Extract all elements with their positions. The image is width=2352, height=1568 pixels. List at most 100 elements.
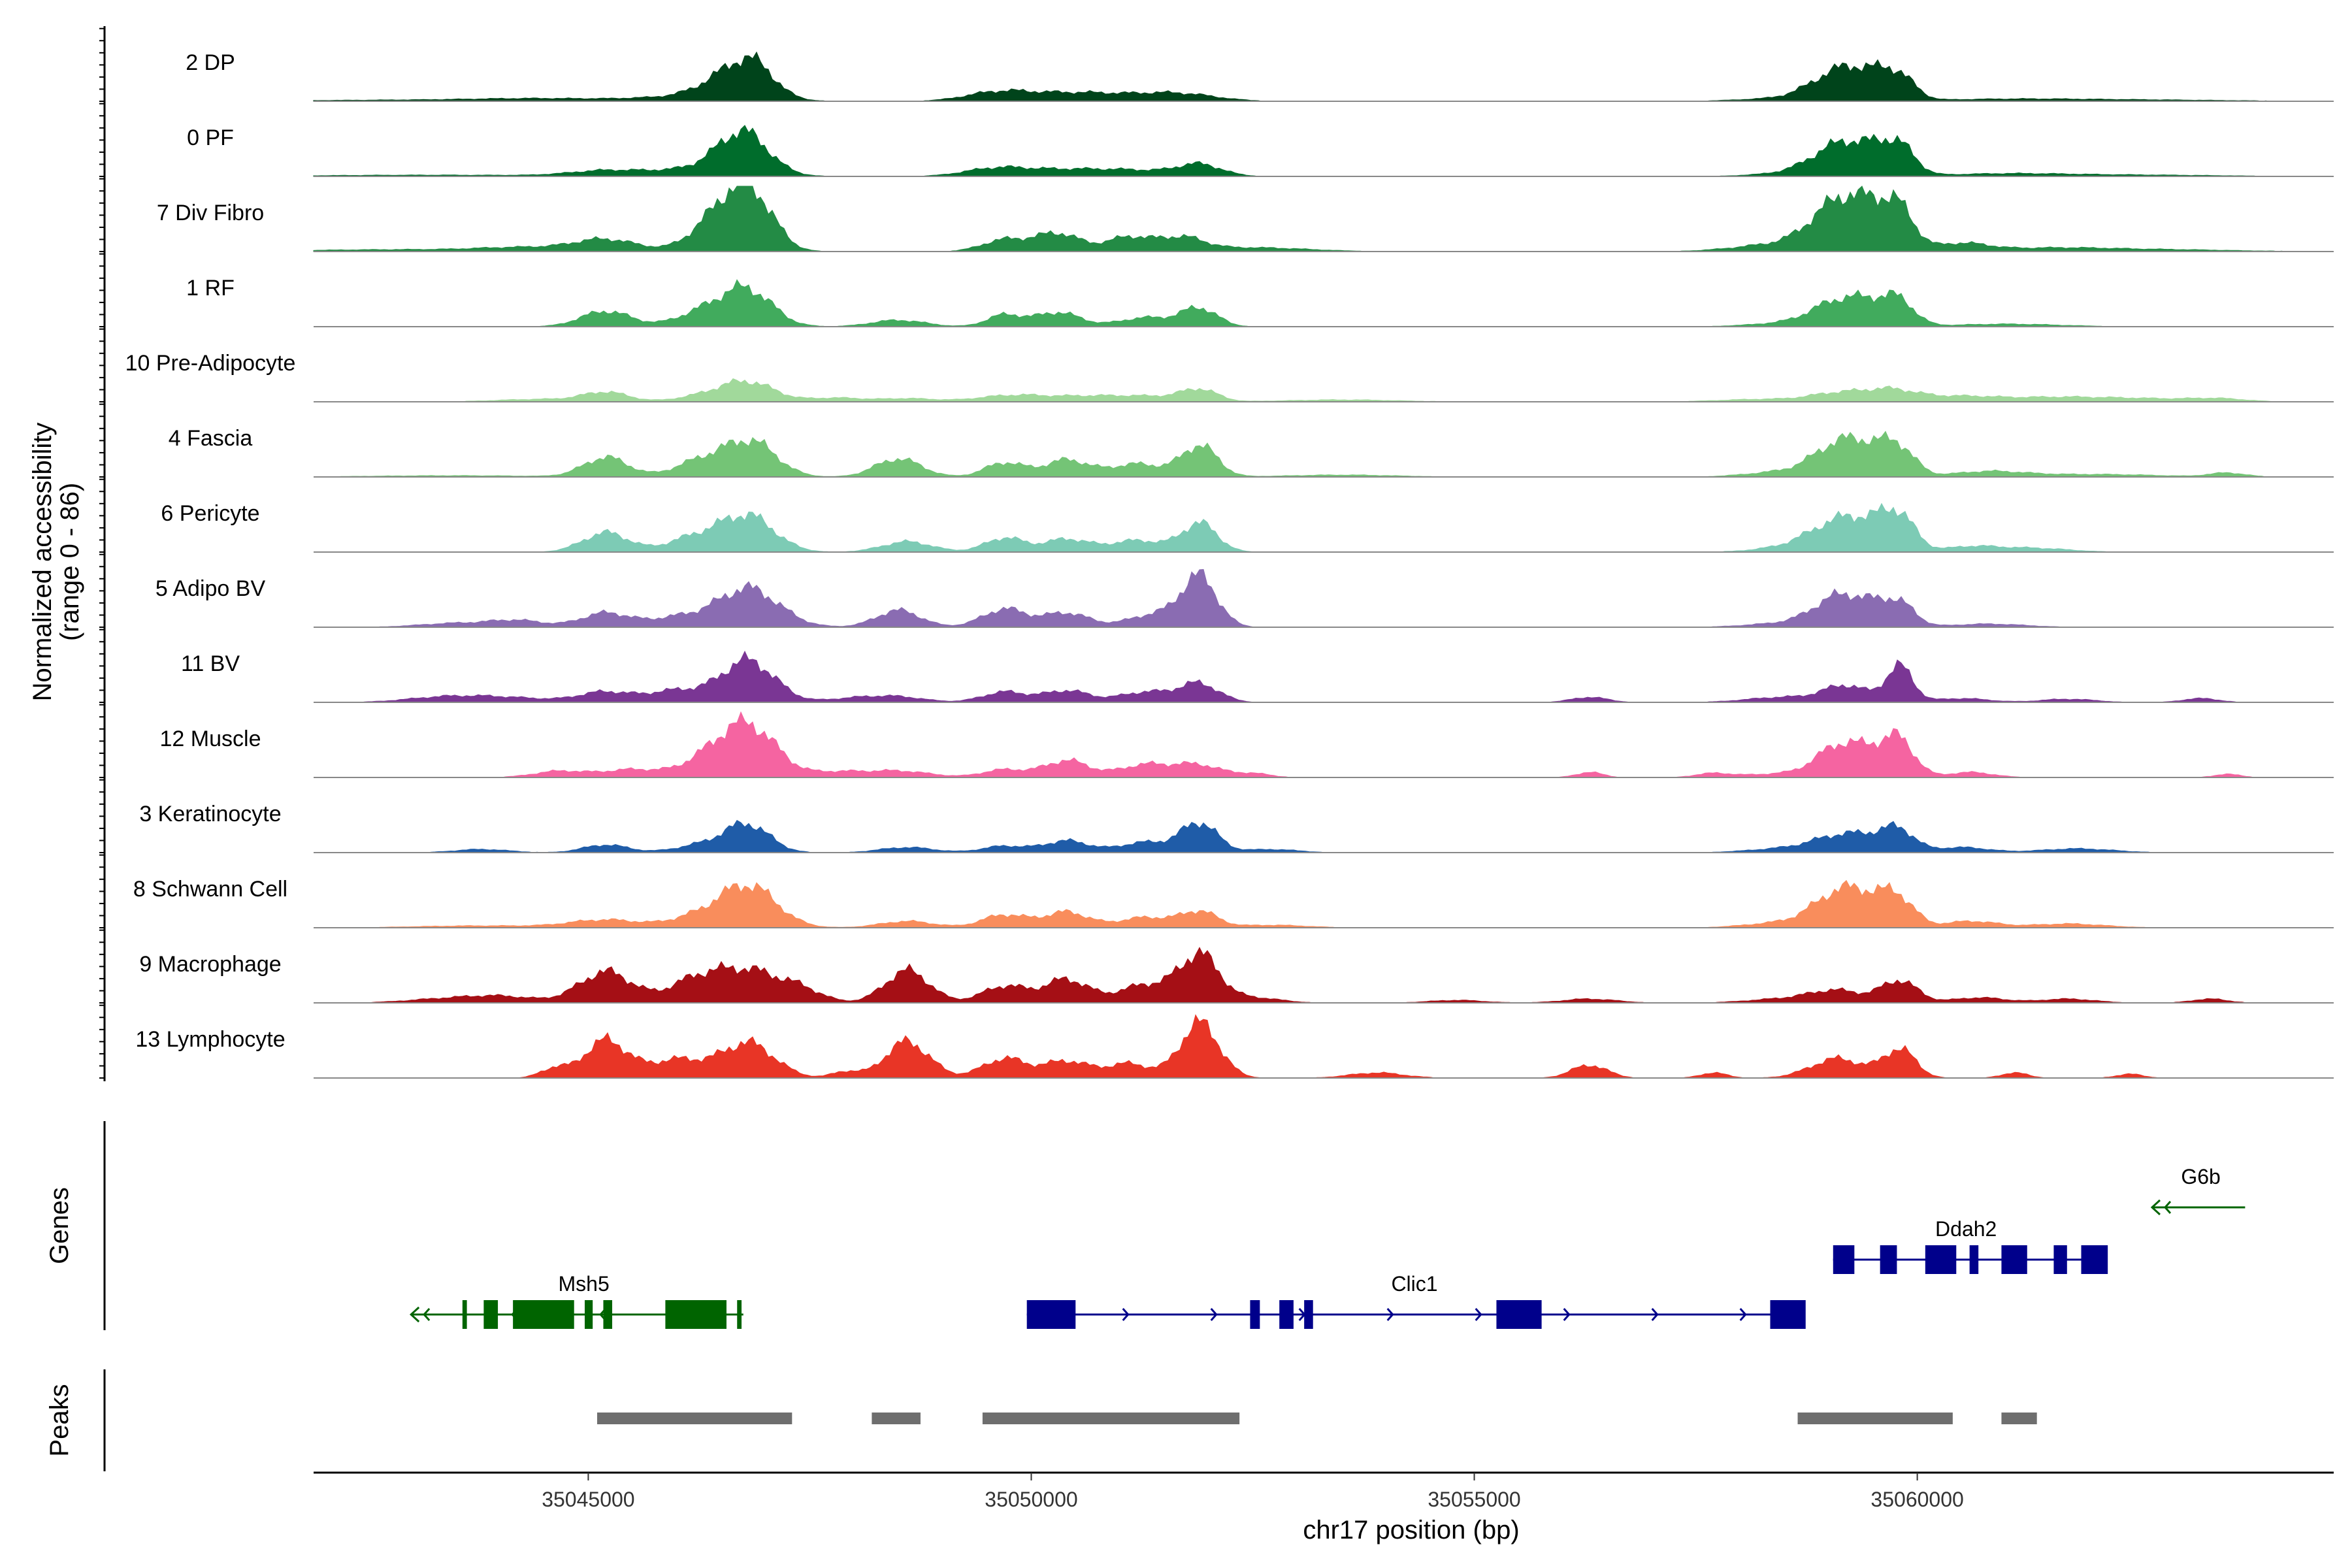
peak-region (2001, 1413, 2037, 1424)
strand-arrow (423, 1308, 431, 1321)
coverage-track: 5 Adipo BV (155, 568, 2334, 628)
coverage-track-ticks (99, 328, 105, 402)
strand-arrow (1386, 1308, 1394, 1321)
y-axis-title-line1: Normalized accessibility (28, 423, 57, 702)
track-label: 13 Lymphocyte (135, 1027, 285, 1052)
exon (1925, 1245, 1957, 1274)
exon (1026, 1300, 1076, 1329)
strand-arrow (1122, 1308, 1130, 1321)
coverage-track: 8 Schwann Cell (133, 877, 2334, 928)
exon (2053, 1245, 2067, 1274)
gene-label: Ddah2 (1935, 1217, 1997, 1241)
strand-arrow (1475, 1308, 1482, 1321)
peak-region (982, 1413, 1240, 1424)
coverage-track-ticks (99, 403, 105, 478)
coverage-area (314, 431, 2334, 478)
coverage-track-ticks (99, 478, 105, 553)
peak-region (1797, 1413, 1953, 1424)
coverage-track: 1 RF (186, 276, 2334, 327)
coverage-track-ticks (99, 553, 105, 628)
x-tick-label: 35045000 (542, 1488, 634, 1511)
exon (1770, 1300, 1806, 1329)
track-label: 10 Pre-Adipocyte (125, 351, 296, 376)
exon (1496, 1300, 1542, 1329)
exon (1304, 1300, 1313, 1329)
coverage-track: 7 Div Fibro (157, 186, 2334, 252)
peak-region (872, 1413, 921, 1424)
y-axis-title-line2: (range 0 - 86) (56, 483, 84, 641)
coverage-track: 6 Pericyte (161, 501, 2334, 553)
coverage-track: 9 Macrophage (139, 947, 2334, 1004)
track-label: 11 BV (181, 651, 240, 676)
exon (1250, 1300, 1260, 1329)
coverage-track: 13 Lymphocyte (135, 1014, 2334, 1079)
exon (584, 1300, 593, 1329)
coverage-area (314, 378, 2334, 402)
x-tick-label: 35055000 (1428, 1488, 1520, 1511)
exon (462, 1300, 467, 1329)
track-label: 12 Muscle (160, 727, 261, 751)
track-label: 6 Pericyte (161, 501, 259, 526)
exon (1880, 1245, 1897, 1274)
coverage-track-ticks (99, 27, 105, 102)
x-axis: 35045000 35050000 35055000 35060000 (542, 1473, 1964, 1511)
strand-arrow (1651, 1308, 1659, 1321)
coverage-track: 10 Pre-Adipocyte (125, 351, 2334, 402)
exon (2081, 1245, 2108, 1274)
track-label: 4 Fascia (169, 426, 253, 451)
track-label: 0 PF (187, 125, 234, 150)
gene-model: Ddah2 (1833, 1217, 2108, 1274)
gene-model: Clic1 (1026, 1272, 1806, 1329)
track-label: 9 Macrophage (139, 952, 281, 977)
strand-arrow (2163, 1201, 2172, 1214)
strand-arrow-end (409, 1306, 420, 1323)
x-tick-label: 35050000 (985, 1488, 1077, 1511)
coverage-track-ticks (99, 854, 105, 928)
coverage-area (314, 1014, 2334, 1079)
exon (513, 1300, 574, 1329)
coverage-area (314, 879, 2334, 928)
exon (1833, 1245, 1855, 1274)
coverage-track-ticks (99, 253, 105, 327)
track-label: 2 DP (186, 50, 235, 75)
coverage-track-ticks (99, 704, 105, 778)
gene-model: Msh5 (409, 1272, 743, 1329)
gene-annotation-track: Msh5 Clic1 Ddah2 G6b (409, 1165, 2246, 1329)
exon (665, 1300, 727, 1329)
coverage-track-ticks (99, 1004, 105, 1079)
exon (603, 1300, 613, 1329)
exon (737, 1300, 742, 1329)
exon (483, 1300, 498, 1329)
x-tick-label: 35060000 (1870, 1488, 1963, 1511)
peak-region (596, 1413, 792, 1424)
gene-label: Clic1 (1391, 1272, 1437, 1296)
coverage-track-ticks (99, 779, 105, 853)
coverage-track: 11 BV (181, 650, 2334, 703)
coverage-track-ticks (99, 929, 105, 1004)
gene-label: Msh5 (558, 1272, 609, 1296)
strand-arrow (1739, 1308, 1747, 1321)
strand-arrow (1210, 1308, 1218, 1321)
gene-label: G6b (2181, 1165, 2220, 1188)
coverage-track-ticks (99, 629, 105, 703)
gene-model: G6b (2150, 1165, 2246, 1216)
peaks-track-label: Peaks (45, 1384, 74, 1456)
coverage-tracks: 2 DP 0 PF 7 Div Fibro 1 RF 10 Pre-Adipocyte 4… (125, 50, 2334, 1079)
genes-track-label: Genes (45, 1187, 74, 1264)
coverage-track: 12 Muscle (160, 711, 2334, 778)
x-axis-title: chr17 position (bp) (1303, 1516, 1519, 1544)
coverage-y-axis (99, 26, 106, 1081)
track-label: 3 Keratinocyte (139, 802, 281, 826)
coverage-track-ticks (99, 103, 105, 177)
strand-arrow-end (2150, 1199, 2161, 1216)
coverage-track-ticks (99, 178, 105, 252)
track-label: 7 Div Fibro (157, 201, 264, 225)
track-label: 1 RF (186, 276, 235, 301)
exon (1279, 1300, 1294, 1329)
exon (1969, 1245, 1979, 1274)
coverage-track: 0 PF (187, 125, 2334, 177)
coverage-track: 2 DP (186, 50, 2334, 102)
strand-arrow (1563, 1308, 1571, 1321)
peaks-track (596, 1413, 2037, 1424)
